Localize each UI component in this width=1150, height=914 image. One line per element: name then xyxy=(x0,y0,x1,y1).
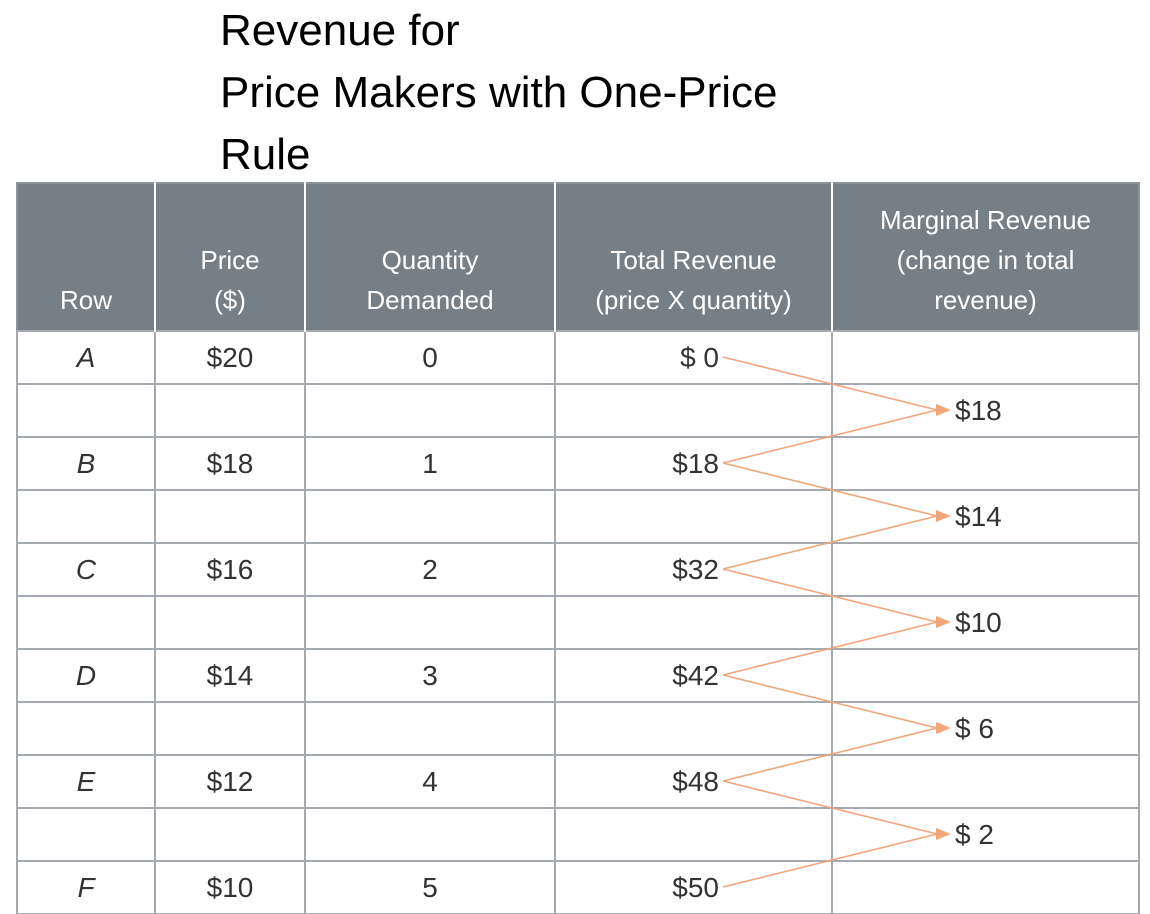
empty-cell xyxy=(154,489,306,544)
row-label: A xyxy=(16,330,156,385)
header-price-line-1: Price xyxy=(200,245,260,275)
empty-cell xyxy=(16,701,156,756)
price-cell: $18 xyxy=(154,436,306,491)
table-row-between: $ 2 xyxy=(16,807,1140,862)
header-total-revenue-line-2: (price X quantity) xyxy=(595,285,792,315)
marginal-revenue-value: $14 xyxy=(831,489,1140,544)
table-row: D $14 3 $42 xyxy=(16,648,1140,703)
table-row: A $20 0 $ 0 xyxy=(16,330,1140,385)
table-title: Revenue for Price Makers with One-Price … xyxy=(220,0,777,186)
empty-cell xyxy=(16,489,156,544)
quantity-cell: 2 xyxy=(304,542,556,597)
total-revenue-cell: $50 xyxy=(554,860,833,914)
header-marginal-revenue-line-1: Marginal Revenue xyxy=(879,205,1091,235)
table-row: E $12 4 $48 xyxy=(16,754,1140,809)
quantity-cell: 5 xyxy=(304,860,556,914)
marginal-revenue-cell xyxy=(831,754,1140,809)
empty-cell xyxy=(554,595,833,650)
marginal-revenue-cell xyxy=(831,648,1140,703)
marginal-revenue-cell xyxy=(831,542,1140,597)
row-label: B xyxy=(16,436,156,491)
header-price-line-2: ($) xyxy=(214,285,246,315)
empty-cell xyxy=(554,383,833,438)
header-marginal-revenue-line-2: (change in total xyxy=(896,245,1075,275)
row-label: D xyxy=(16,648,156,703)
empty-cell xyxy=(554,701,833,756)
header-total-revenue-line-1: Total Revenue xyxy=(610,245,777,275)
header-row-text: Row xyxy=(59,285,112,315)
marginal-revenue-table: Row Price ($) Quantity Demanded Total Re… xyxy=(16,182,1140,914)
table-row: F $10 5 $50 xyxy=(16,860,1140,914)
header-marginal-revenue: Marginal Revenue (change in total revenu… xyxy=(831,183,1139,331)
table-row: C $16 2 $32 xyxy=(16,542,1140,597)
empty-cell xyxy=(304,489,556,544)
header-quantity-line-1: Quantity xyxy=(381,245,479,275)
header-total-revenue: Total Revenue (price X quantity) xyxy=(554,183,833,331)
empty-cell xyxy=(304,383,556,438)
header-price: Price ($) xyxy=(154,183,306,331)
table-row-between: $14 xyxy=(16,489,1140,544)
marginal-revenue-cell xyxy=(831,330,1140,385)
row-label: F xyxy=(16,860,156,914)
table-row-between: $ 6 xyxy=(16,701,1140,756)
empty-cell xyxy=(154,595,306,650)
row-label: C xyxy=(16,542,156,597)
price-cell: $12 xyxy=(154,754,306,809)
marginal-revenue-value: $ 6 xyxy=(831,701,1140,756)
header-quantity-line-2: Demanded xyxy=(366,285,494,315)
title-line-2: Price Makers with One-Price xyxy=(220,68,778,117)
price-cell: $10 xyxy=(154,860,306,914)
table-row: B $18 1 $18 xyxy=(16,436,1140,491)
header-row: Row Price ($) Quantity Demanded Total Re… xyxy=(17,183,1139,331)
marginal-revenue-value: $ 2 xyxy=(831,807,1140,862)
quantity-cell: 3 xyxy=(304,648,556,703)
empty-cell xyxy=(304,701,556,756)
empty-cell xyxy=(16,807,156,862)
total-revenue-cell: $32 xyxy=(554,542,833,597)
title-line-3: Rule xyxy=(220,130,311,179)
empty-cell xyxy=(304,807,556,862)
title-line-1: Revenue for xyxy=(220,6,460,55)
empty-cell xyxy=(16,595,156,650)
table-row-between: $18 xyxy=(16,383,1140,438)
header-marginal-revenue-line-3: revenue) xyxy=(934,285,1037,315)
quantity-cell: 0 xyxy=(304,330,556,385)
marginal-revenue-value: $18 xyxy=(831,383,1140,438)
price-cell: $14 xyxy=(154,648,306,703)
quantity-cell: 1 xyxy=(304,436,556,491)
header-row-label: Row xyxy=(17,183,156,331)
empty-cell xyxy=(554,807,833,862)
empty-cell xyxy=(16,383,156,438)
price-cell: $16 xyxy=(154,542,306,597)
row-label: E xyxy=(16,754,156,809)
empty-cell xyxy=(154,807,306,862)
total-revenue-cell: $42 xyxy=(554,648,833,703)
marginal-revenue-value: $10 xyxy=(831,595,1140,650)
total-revenue-cell: $ 0 xyxy=(554,330,833,385)
marginal-revenue-cell xyxy=(831,860,1140,914)
empty-cell xyxy=(154,383,306,438)
header-quantity: Quantity Demanded xyxy=(304,183,556,331)
total-revenue-cell: $48 xyxy=(554,754,833,809)
total-revenue-cell: $18 xyxy=(554,436,833,491)
quantity-cell: 4 xyxy=(304,754,556,809)
empty-cell xyxy=(154,701,306,756)
empty-cell xyxy=(554,489,833,544)
marginal-revenue-cell xyxy=(831,436,1140,491)
empty-cell xyxy=(304,595,556,650)
table-row-between: $10 xyxy=(16,595,1140,650)
price-cell: $20 xyxy=(154,330,306,385)
